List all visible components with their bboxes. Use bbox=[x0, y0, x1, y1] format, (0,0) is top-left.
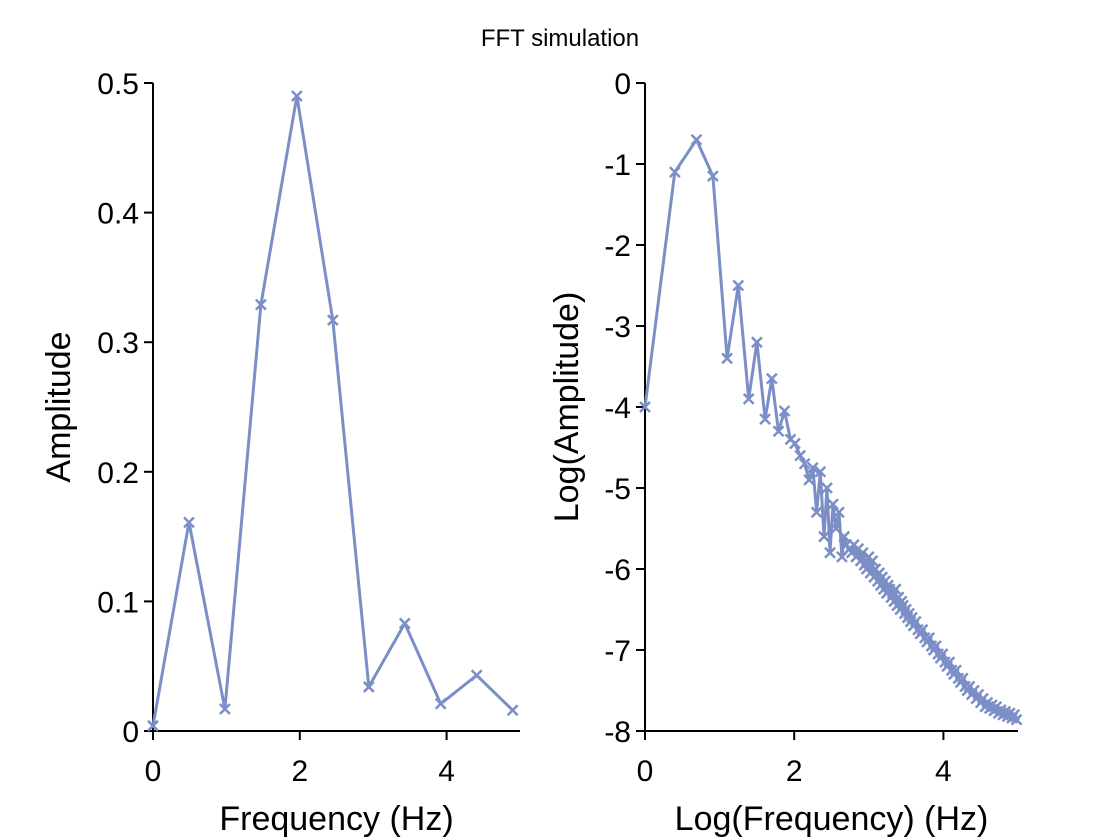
chart1-data-point bbox=[818, 530, 830, 543]
chart0-ytick-label: 0.5 bbox=[97, 68, 139, 101]
chart1-data-point bbox=[833, 506, 845, 519]
chart1-ytick-label: -6 bbox=[604, 554, 631, 587]
chart1-data-point bbox=[751, 336, 763, 349]
amplitude-spectrum-plot: 0 2 4 0 0.1 0.2 0.3 0.4 0.5 Frequency (Hz) Amplitu… bbox=[40, 68, 520, 838]
chart1-ytick-label: -1 bbox=[604, 149, 631, 182]
chart0-data-point bbox=[255, 298, 267, 311]
chart1-xtick-label: 0 bbox=[637, 755, 654, 788]
chart0-xtick-label: 4 bbox=[438, 755, 455, 788]
chart1-data-point bbox=[798, 457, 811, 470]
chart0-data-point bbox=[362, 681, 375, 693]
chart0-ytick-label: 0.3 bbox=[97, 327, 139, 360]
chart0-ytick-label: 0.1 bbox=[97, 586, 139, 619]
chart0-data-point bbox=[183, 516, 195, 529]
chart1-data-point bbox=[827, 498, 839, 511]
chart0-series-line bbox=[151, 94, 514, 727]
chart1-data-point bbox=[866, 555, 879, 567]
chart1-xtick-label: 4 bbox=[935, 755, 952, 788]
chart0-data-point bbox=[506, 704, 519, 717]
chart1-data-point bbox=[838, 530, 851, 543]
chart1-data-point bbox=[1010, 713, 1023, 726]
chart1-data-point bbox=[889, 583, 902, 596]
chart1-data-point bbox=[778, 405, 791, 417]
chart0-data-point bbox=[326, 314, 339, 327]
chart0-data-point bbox=[470, 669, 483, 682]
chart1-data-point bbox=[856, 546, 869, 559]
chart1-data-point bbox=[810, 506, 823, 519]
chart1-ytick-label: -5 bbox=[604, 473, 631, 506]
log-log-spectrum-plot: 0 2 4 -8 -7 -6 -5 -4 -3 -2 -1 0 Log(Frequency) (Hz) L… bbox=[548, 68, 1023, 838]
chart1-data-point bbox=[821, 482, 833, 494]
chart1-ytick-label: -7 bbox=[604, 635, 631, 668]
chart1-data-point bbox=[806, 461, 819, 474]
chart0-data-point bbox=[219, 703, 231, 715]
chart0-ytick-label: 0.2 bbox=[97, 457, 139, 490]
chart0-xtick-label: 0 bbox=[145, 755, 162, 788]
chart1-data-point bbox=[772, 425, 785, 438]
chart1-data-point bbox=[721, 352, 733, 365]
figure-title: FFT simulation bbox=[481, 25, 639, 52]
chart0-data-point bbox=[290, 90, 303, 102]
chart1-series-line bbox=[643, 138, 1018, 721]
chart1-data-point bbox=[803, 474, 816, 486]
chart1-data-point bbox=[732, 279, 745, 292]
chart1-xtick-label: 2 bbox=[786, 755, 803, 788]
chart1-ytick-label: -3 bbox=[604, 311, 631, 344]
chart1-data-point bbox=[814, 465, 827, 478]
chart1-data-point bbox=[690, 133, 703, 146]
chart1-data-point bbox=[794, 449, 807, 462]
chart1-data-point bbox=[668, 166, 681, 178]
chart0-ytick-label: 0.4 bbox=[97, 198, 139, 231]
chart1-ytick-label: -2 bbox=[604, 230, 631, 263]
chart0-axes bbox=[152, 83, 520, 732]
chart1-data-point bbox=[742, 393, 755, 405]
chart0-data-point bbox=[434, 697, 447, 710]
chart0-data-point bbox=[147, 719, 159, 732]
chart1-ytick-label: 0 bbox=[614, 68, 631, 101]
chart0-ylabel: Amplitude bbox=[40, 331, 78, 482]
chart1-data-point bbox=[707, 170, 719, 183]
chart1-ylabel: Log(Amplitude) bbox=[548, 292, 586, 523]
chart1-data-point bbox=[789, 437, 801, 450]
chart1-xlabel: Log(Frequency) (Hz) bbox=[675, 800, 989, 838]
chart1-data-point bbox=[765, 372, 778, 385]
chart0-xtick-label: 2 bbox=[291, 755, 308, 788]
chart1-data-point bbox=[639, 401, 651, 413]
chart1-ytick-label: -4 bbox=[604, 392, 631, 425]
chart1-data-point bbox=[759, 413, 771, 426]
chart0-data-point bbox=[398, 617, 411, 630]
chart0-ytick-label: 0 bbox=[122, 716, 139, 749]
chart1-data-point bbox=[824, 546, 836, 559]
chart1-axes bbox=[644, 83, 1018, 732]
chart0-xlabel: Frequency (Hz) bbox=[219, 800, 453, 838]
chart1-ytick-label: -8 bbox=[604, 716, 631, 749]
